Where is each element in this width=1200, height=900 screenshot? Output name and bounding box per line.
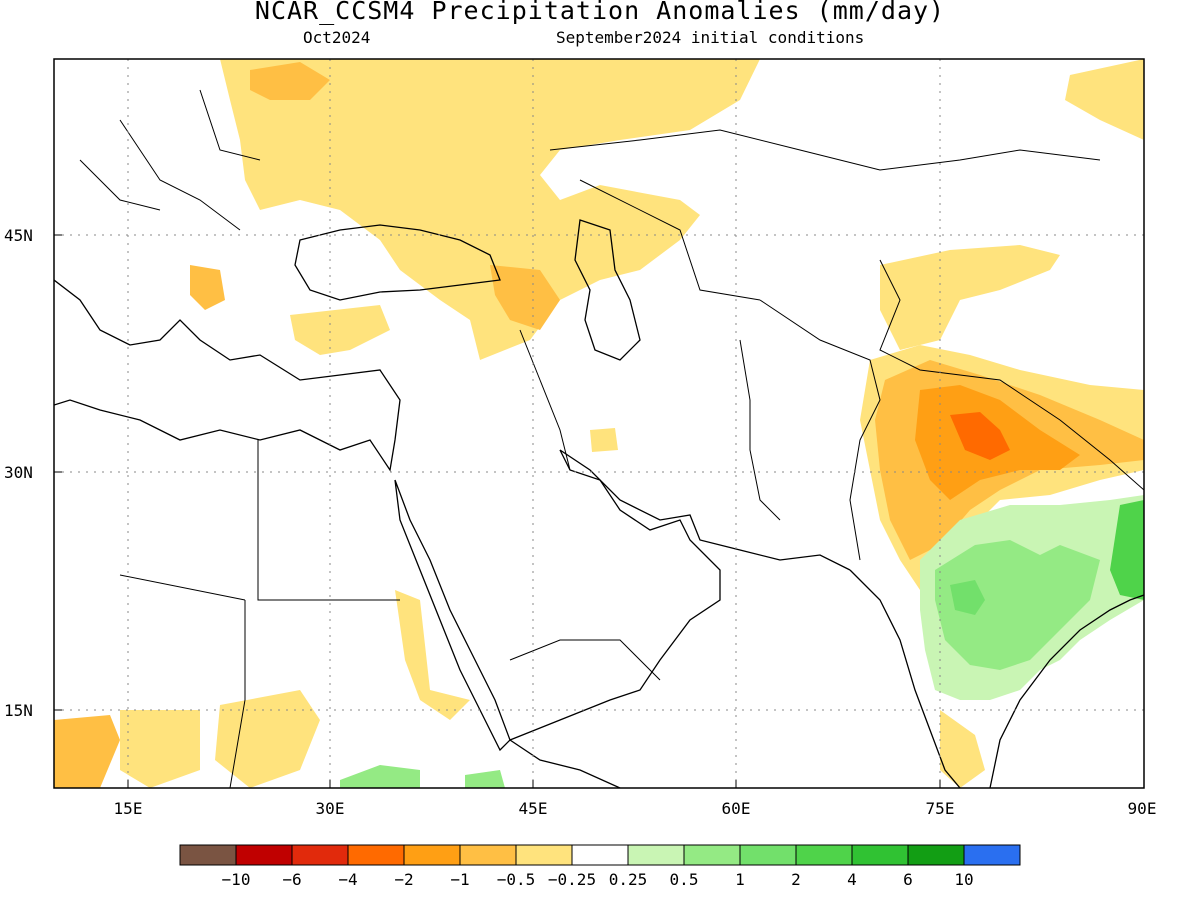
anomaly-region-siberia: [1065, 59, 1144, 140]
lon-axis: 15E 30E 45E 60E 75E 90E: [114, 780, 1157, 818]
colorbar-swatch: [459, 844, 517, 866]
anomaly-region-himalaya-core: [950, 412, 1010, 460]
border-iran-afghan: [739, 339, 781, 521]
border-libya-chad: [119, 574, 246, 601]
colorbar-label: 4: [847, 870, 857, 889]
colorbar-label: 0.5: [670, 870, 699, 889]
colorbar-label: −0.5: [497, 870, 536, 889]
anomaly-region-sudan: [215, 690, 320, 788]
colorbar-swatch: [683, 844, 741, 866]
borders: [79, 89, 1144, 788]
anomaly-region-chad: [120, 710, 200, 788]
valid-month-label: Oct2024: [303, 28, 371, 47]
init-conditions-label: September2024 initial conditions: [556, 28, 865, 47]
anomaly-region-india-wet-mid: [935, 540, 1100, 670]
anomaly-region-india-wet-core: [950, 580, 985, 615]
anomaly-region-mideast-spot: [590, 428, 618, 452]
lon-tick-45e: 45E: [519, 799, 548, 818]
colorbar-label: −4: [338, 870, 357, 889]
colorbar-swatch: [963, 844, 1021, 866]
border-iran-iraq: [519, 329, 571, 471]
colorbar-label: −0.25: [548, 870, 596, 889]
border-saudi-yemen: [509, 639, 661, 681]
anomaly-region-southindia-dry: [940, 710, 985, 788]
colorbar-swatch: [347, 844, 405, 866]
anomaly-region-anatolia: [290, 305, 390, 355]
gridlines: [54, 59, 1144, 788]
colorbar-label: 6: [903, 870, 913, 889]
lat-tick-30n: 30N: [4, 463, 33, 482]
colorbar-swatch: [739, 844, 797, 866]
coastlines: [54, 219, 1144, 788]
lat-axis: 45N 30N 15N: [4, 226, 62, 720]
anomaly-region-north-dry: [220, 59, 760, 360]
coast-africa-horn: [509, 739, 621, 788]
colorbar: −10 −6 −4 −2 −1 −0.5 −0.25 0.25 0.5 1 2 4 6 10: [179, 844, 1021, 889]
colorbar-label: 0.25: [609, 870, 648, 889]
coast-black-sea: [294, 224, 501, 301]
colorbar-swatch: [907, 844, 965, 866]
border-europe: [79, 89, 261, 231]
anomaly-region-ethiopia-wet: [465, 770, 505, 788]
coast-india: [849, 569, 1144, 788]
colorbar-swatch: [795, 844, 853, 866]
map-title: NCAR_CCSM4 Precipitation Anomalies (mm/d…: [254, 0, 946, 25]
lon-tick-75e: 75E: [926, 799, 955, 818]
border-egypt-libya: [257, 440, 400, 601]
coast-arabia: [509, 449, 721, 741]
colorbar-label: 10: [954, 870, 973, 889]
border-kazakh: [579, 179, 761, 301]
anomaly-region-westafrica: [54, 715, 120, 788]
colorbar-label: −1: [450, 870, 469, 889]
coast-mediterranean: [54, 279, 401, 472]
anomaly-region-central-asia: [880, 245, 1060, 350]
colorbar-swatch: [851, 844, 909, 866]
anomaly-region-eastafrica-wet: [340, 765, 420, 788]
colorbar-swatch: [235, 844, 293, 866]
border-china: [879, 259, 1144, 491]
colorbar-swatch: [627, 844, 685, 866]
colorbar-label: −2: [394, 870, 413, 889]
lon-tick-90e: 90E: [1128, 799, 1157, 818]
coast-persian-gulf: [559, 449, 851, 571]
coast-caspian: [574, 219, 641, 361]
anomaly-shading: [54, 59, 1144, 788]
lon-tick-15e: 15E: [114, 799, 143, 818]
border-sudan: [229, 600, 246, 788]
anomaly-region-redsea: [395, 590, 470, 720]
map-frame: [53, 58, 1145, 789]
colorbar-label: 1: [735, 870, 745, 889]
colorbar-swatch: [179, 844, 237, 866]
coast-red-sea: [394, 479, 511, 752]
lat-tick-45n: 45N: [4, 226, 33, 245]
lat-tick-15n: 15N: [4, 701, 33, 720]
colorbar-swatch: [515, 844, 573, 866]
anomaly-region-ukraine: [250, 62, 330, 100]
lon-tick-60e: 60E: [722, 799, 751, 818]
colorbar-swatch: [291, 844, 349, 866]
anomaly-region-northeast-wet: [1110, 500, 1144, 600]
colorbar-swatch: [571, 844, 629, 866]
border-russia-kazakh: [549, 129, 1101, 171]
lon-tick-30e: 30E: [316, 799, 345, 818]
colorbar-label: 2: [791, 870, 801, 889]
border-afghan-pak: [759, 299, 881, 561]
colorbar-swatch: [403, 844, 461, 866]
colorbar-label: −10: [222, 870, 251, 889]
anomaly-region-blacksea-east: [490, 265, 560, 330]
anomaly-region-balkans: [190, 265, 225, 310]
colorbar-label: −6: [282, 870, 301, 889]
